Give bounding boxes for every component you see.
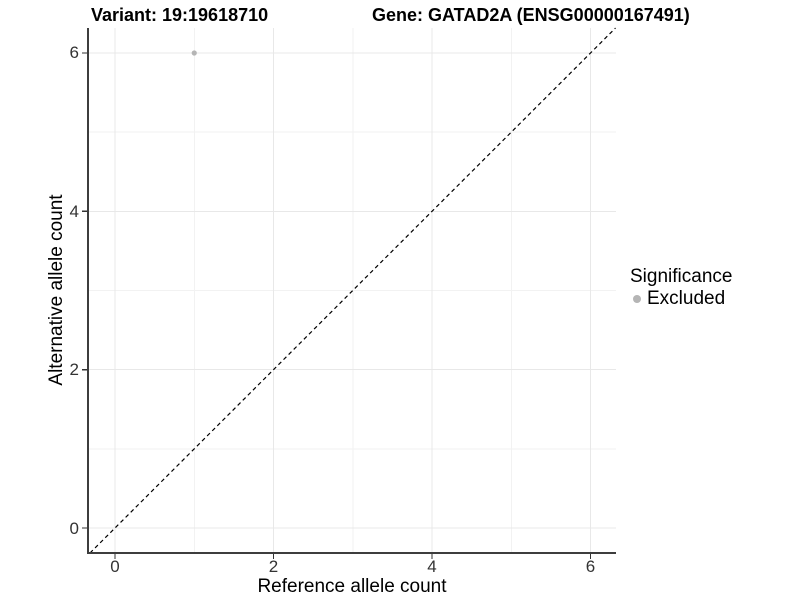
y-axis-title: Alternative allele count (46, 194, 67, 386)
y-tick-label: 0 (69, 518, 79, 538)
identity-line (89, 27, 616, 554)
legend-entries: Excluded (628, 288, 732, 310)
legend: Significance Excluded (628, 266, 732, 310)
y-tick-label: 4 (69, 201, 79, 221)
y-tick-label: 6 (69, 43, 79, 63)
x-tick-label: 4 (427, 557, 437, 576)
y-tick-label: 2 (69, 360, 79, 380)
legend-title: Significance (630, 266, 733, 287)
legend-entry: Excluded (628, 288, 732, 310)
x-axis-title: Reference allele count (257, 576, 447, 597)
legend-point-icon (633, 295, 641, 303)
plot-title-gene: Gene: GATAD2A (ENSG00000167491) (372, 5, 690, 25)
x-tick-label: 2 (268, 557, 279, 576)
x-tick-label: 0 (110, 557, 120, 576)
legend-entry-label: Excluded (647, 288, 726, 309)
plot-panel-canvas (82, 27, 616, 559)
plot-title-variant: Variant: 19:19618710 (91, 5, 269, 25)
x-tick-label: 6 (585, 557, 596, 576)
data-point (191, 50, 197, 56)
